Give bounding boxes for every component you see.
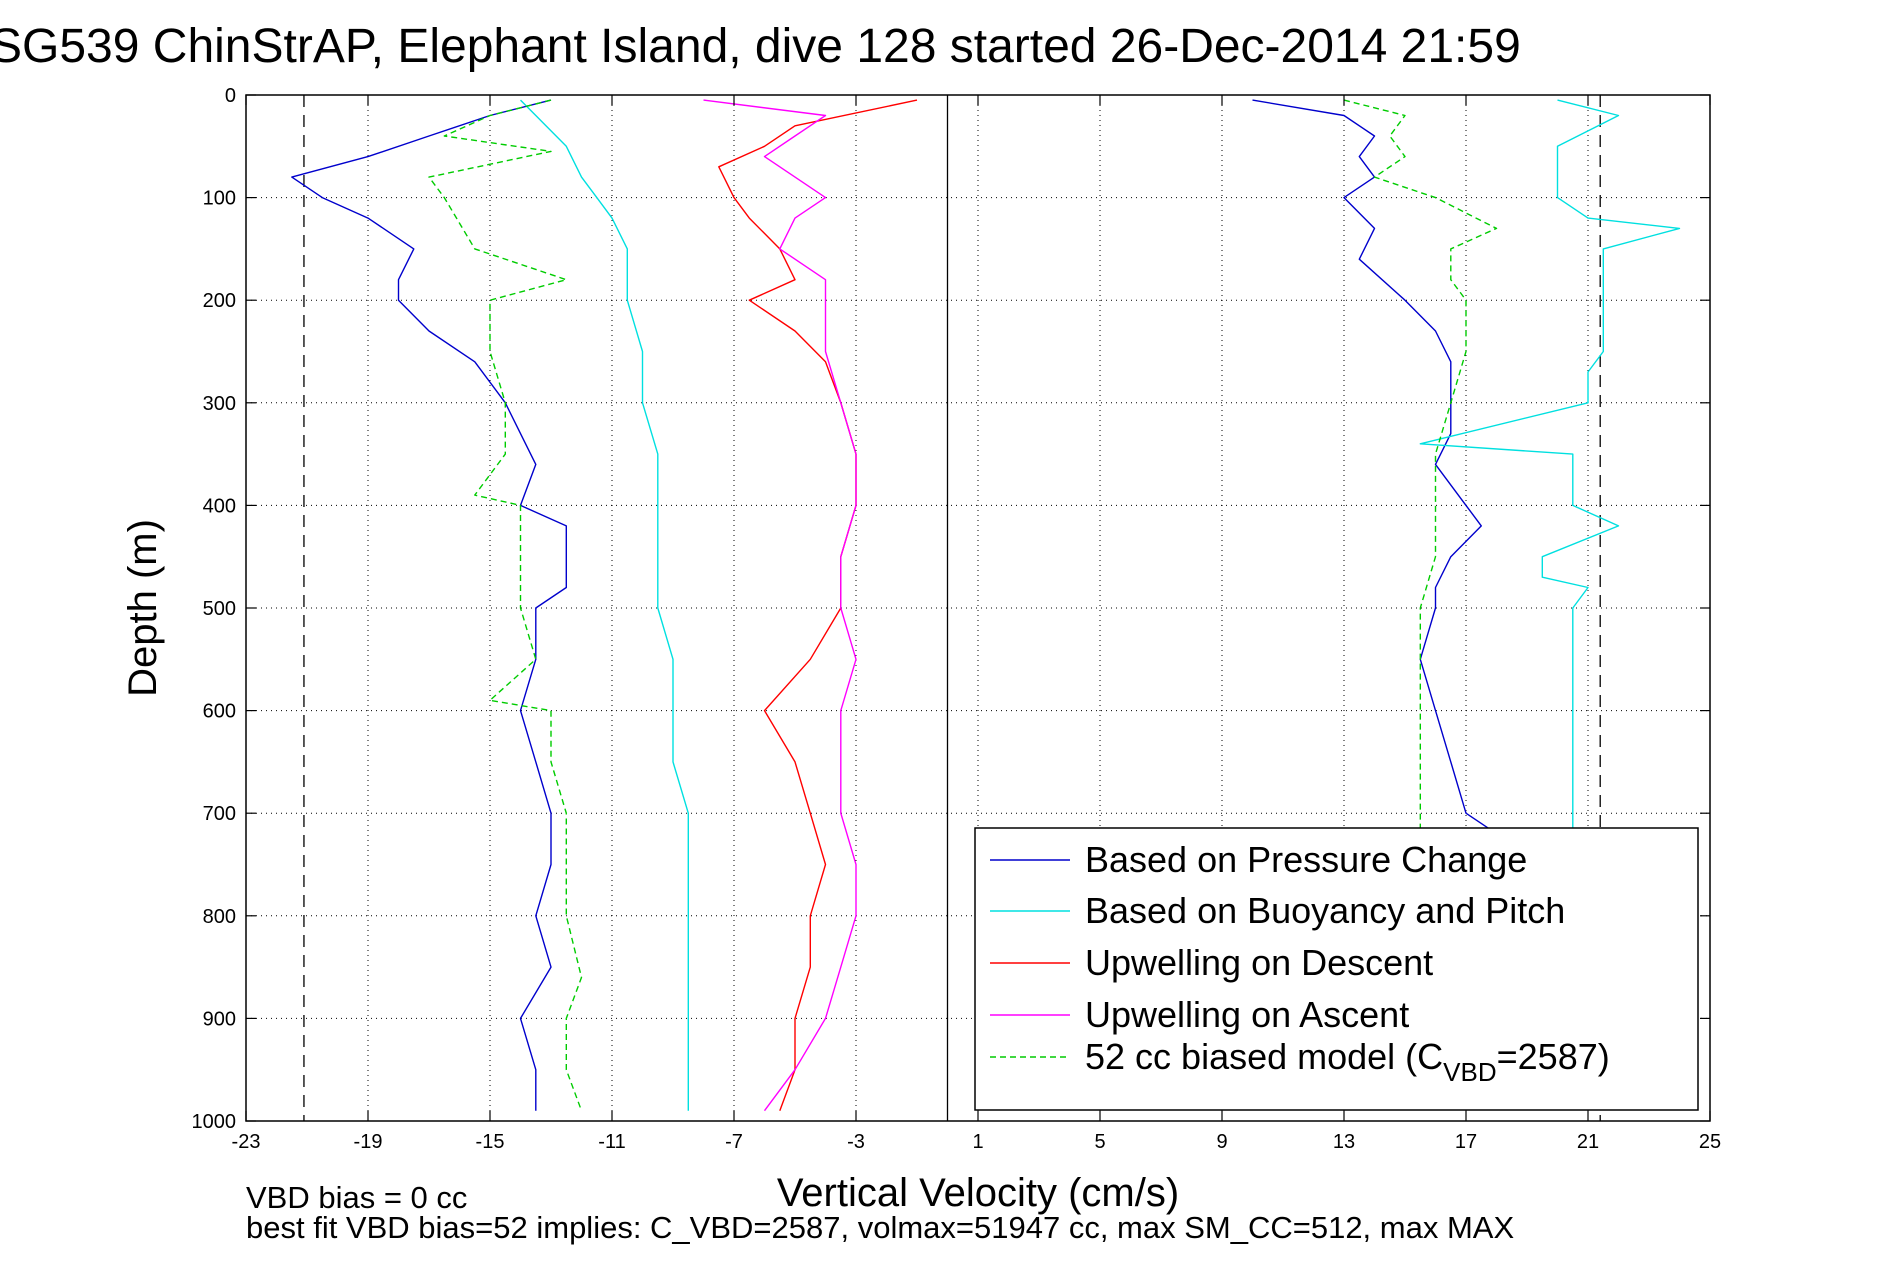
legend: Based on Pressure Change Based on Buoyanc… — [974, 827, 1699, 1111]
y-axis-label: Depth (m) — [121, 519, 165, 697]
series-line — [1343, 99, 1498, 834]
x-tick-label: 13 — [1333, 1131, 1355, 1153]
y-tick-label: 0 — [225, 85, 236, 107]
x-tick-label: -3 — [847, 1131, 865, 1153]
legend-entry: Based on Pressure Change — [1085, 839, 1527, 880]
reference-lines — [303, 95, 1601, 1121]
x-tick-label: -7 — [725, 1131, 743, 1153]
y-tick-label: 1000 — [192, 1111, 237, 1133]
series-line — [1252, 99, 1497, 835]
x-tick-label: -15 — [476, 1131, 505, 1153]
x-tick-label: 1 — [972, 1131, 983, 1153]
series-layer — [291, 99, 1681, 1112]
series-line — [291, 99, 567, 1111]
ticks — [245, 94, 1711, 1122]
y-tick-label: 400 — [203, 495, 236, 517]
y-tick-label: 500 — [203, 598, 236, 620]
x-tick-label: 21 — [1577, 1131, 1599, 1153]
series-line — [703, 99, 857, 1112]
y-tick-label: 800 — [203, 906, 236, 928]
y-tick-label: 100 — [203, 188, 236, 210]
y-tick-label: 900 — [203, 1008, 236, 1030]
y-tick-label: 300 — [203, 393, 236, 415]
x-tick-label: 5 — [1094, 1131, 1105, 1153]
series-line — [1419, 99, 1681, 834]
x-tick-label: 9 — [1216, 1131, 1227, 1153]
legend-box — [974, 827, 1699, 1111]
legend-entry: Upwelling on Ascent — [1085, 994, 1409, 1035]
y-tick-label: 700 — [203, 803, 236, 825]
series-1 — [520, 99, 1681, 1111]
tick-labels: -23 -19 -15 -11 -7 -3 1 5 9 13 17 21 25 0 100 200 300 400… — [192, 85, 1722, 1153]
chart-title: SG539 ChinStrAP, Elephant Island, dive 1… — [0, 20, 1521, 73]
series-line — [520, 99, 689, 1111]
legend-entry: Upwelling on Descent — [1085, 942, 1433, 983]
x-tick-label: 17 — [1455, 1131, 1477, 1153]
x-tick-label: -19 — [354, 1131, 383, 1153]
x-tick-label: 25 — [1699, 1131, 1721, 1153]
series-3 — [703, 99, 857, 1112]
legend-entry: Based on Buoyancy and Pitch — [1085, 890, 1565, 931]
x-tick-label: -11 — [598, 1131, 625, 1153]
series-line — [428, 99, 583, 1111]
series-4 — [428, 99, 1498, 1111]
x-tick-label: -23 — [232, 1131, 261, 1153]
vbd-bias-note: VBD bias = 0 cc — [246, 1180, 467, 1215]
y-tick-label: 600 — [203, 701, 236, 723]
y-tick-label: 200 — [203, 290, 236, 312]
x-axis-label: Vertical Velocity (cm/s) — [777, 1171, 1179, 1215]
best-fit-note: best fit VBD bias=52 implies: C_VBD=2587… — [246, 1210, 1514, 1245]
series-0 — [291, 99, 1497, 1111]
